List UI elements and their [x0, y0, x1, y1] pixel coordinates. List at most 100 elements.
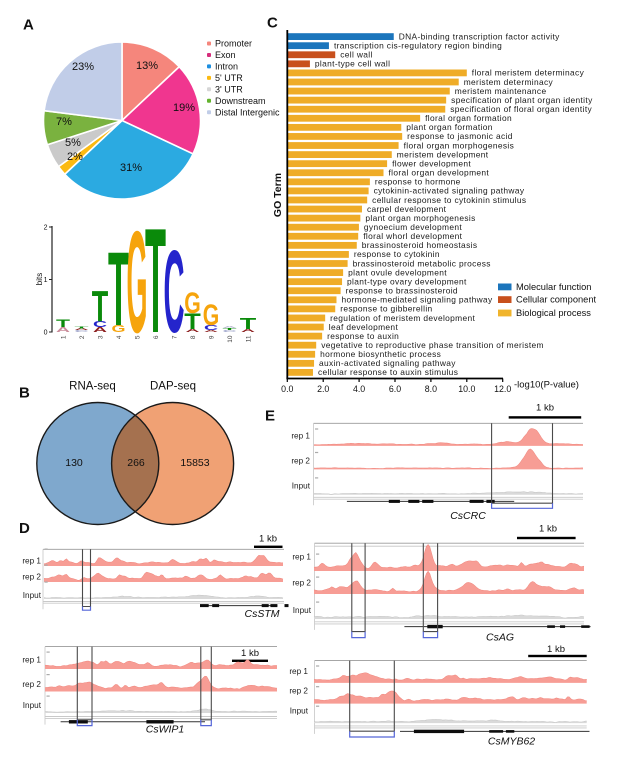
svg-text:brassinosteroid homeostasis: brassinosteroid homeostasis	[362, 240, 478, 250]
svg-text:meristem maintenance: meristem maintenance	[455, 86, 547, 96]
svg-text:specification of plant organ i: specification of plant organ identity	[451, 95, 593, 105]
svg-text:gynoecium development: gynoecium development	[364, 222, 462, 232]
svg-text:2.0: 2.0	[317, 384, 329, 394]
svg-text:C: C	[93, 320, 107, 330]
svg-text:rep 1: rep 1	[22, 557, 41, 566]
svg-text:12.0: 12.0	[494, 384, 511, 394]
svg-text:C: C	[222, 329, 236, 333]
svg-text:T: T	[108, 232, 129, 348]
svg-text:4.0: 4.0	[353, 384, 365, 394]
svg-text:rep 1: rep 1	[291, 431, 310, 440]
svg-text:G: G	[203, 300, 219, 332]
svg-text:10: 10	[227, 335, 234, 343]
svg-text:A: A	[222, 326, 236, 328]
svg-text:rep 2: rep 2	[292, 578, 311, 587]
svg-text:A: A	[186, 328, 200, 333]
svg-text:31%: 31%	[120, 162, 142, 174]
svg-text:Exon: Exon	[215, 50, 236, 60]
svg-text:11: 11	[245, 335, 252, 342]
svg-text:response to gibberellin: response to gibberellin	[340, 304, 432, 314]
svg-text:7: 7	[171, 335, 178, 339]
svg-text:23%: 23%	[72, 61, 94, 73]
svg-text:9: 9	[208, 335, 215, 339]
svg-text:Downstream: Downstream	[215, 96, 266, 106]
svg-text:cytokinin-activated signaling: cytokinin-activated signaling pathway	[374, 186, 525, 196]
svg-text:D: D	[19, 520, 30, 537]
svg-text:A: A	[23, 17, 34, 34]
svg-text:plant organ formation: plant organ formation	[406, 122, 493, 132]
svg-text:carpel development: carpel development	[367, 204, 447, 214]
svg-text:bits: bits	[35, 273, 44, 285]
svg-text:plant-type cell wall: plant-type cell wall	[315, 59, 390, 69]
svg-text:floral whorl development: floral whorl development	[363, 231, 462, 241]
svg-text:A: A	[56, 326, 71, 334]
svg-text:meristem development: meristem development	[397, 149, 489, 159]
svg-text:G: G	[127, 203, 148, 364]
svg-text:plant ovule development: plant ovule development	[348, 267, 447, 277]
svg-text:cellular response to cytokinin: cellular response to cytokinin stimulus	[372, 195, 526, 205]
svg-text:1 kb: 1 kb	[259, 534, 277, 545]
svg-text:CsCRC: CsCRC	[450, 510, 486, 522]
svg-text:response to hormone: response to hormone	[375, 177, 461, 187]
svg-text:1 kb: 1 kb	[539, 524, 557, 535]
svg-text:Input: Input	[23, 591, 42, 600]
svg-text:A: A	[74, 328, 88, 330]
svg-text:T: T	[223, 327, 237, 330]
svg-text:19%: 19%	[173, 102, 195, 114]
svg-text:2%: 2%	[67, 151, 83, 163]
svg-text:2: 2	[79, 335, 86, 339]
svg-text:1: 1	[60, 335, 67, 339]
svg-text:plant organ morphogenesis: plant organ morphogenesis	[365, 213, 475, 223]
svg-text:15853: 15853	[180, 457, 209, 469]
svg-text:A: A	[204, 329, 218, 332]
svg-text:E: E	[265, 408, 275, 425]
svg-text:CsAG: CsAG	[486, 632, 514, 644]
svg-text:130: 130	[65, 457, 83, 469]
svg-text:rep 2: rep 2	[289, 687, 308, 696]
svg-text:1 kb: 1 kb	[547, 644, 565, 655]
svg-text:8.0: 8.0	[425, 384, 437, 394]
svg-text:A: A	[241, 328, 255, 333]
svg-text:floral organ morphogenesis: floral organ morphogenesis	[404, 140, 515, 150]
svg-text:DAP-seq: DAP-seq	[150, 381, 196, 393]
svg-text:3: 3	[97, 335, 104, 339]
svg-text:response to brassinosteroid: response to brassinosteroid	[346, 286, 458, 296]
svg-text:T: T	[56, 317, 70, 329]
svg-text:T: T	[75, 326, 89, 329]
svg-text:auxin-activated signaling path: auxin-activated signaling pathway	[319, 358, 456, 368]
svg-text:CsMYB62: CsMYB62	[488, 736, 535, 748]
svg-text:0.0: 0.0	[281, 384, 293, 394]
svg-text:rep 1: rep 1	[289, 667, 308, 676]
svg-text:floral organ formation: floral organ formation	[425, 113, 512, 123]
svg-text:13%: 13%	[136, 60, 158, 72]
svg-text:Input: Input	[292, 482, 311, 491]
svg-text:C: C	[267, 15, 278, 32]
svg-text:floral meristem determinacy: floral meristem determinacy	[472, 68, 585, 78]
svg-text:hormone biosynthetic process: hormone biosynthetic process	[320, 349, 441, 359]
svg-text:response to auxin: response to auxin	[327, 331, 399, 341]
svg-text:Intron: Intron	[215, 62, 238, 72]
svg-text:plant-type ovary development: plant-type ovary development	[347, 276, 467, 286]
svg-text:-log10(P-value): -log10(P-value)	[514, 380, 579, 391]
svg-text:cellular response to auxin sti: cellular response to auxin stimulus	[318, 367, 458, 377]
svg-text:vegetative to reproductive pha: vegetative to reproductive phase transit…	[321, 340, 544, 350]
svg-text:cell wall: cell wall	[340, 50, 372, 60]
svg-text:C: C	[163, 228, 184, 358]
svg-text:266: 266	[127, 457, 145, 469]
svg-text:1 kb: 1 kb	[241, 648, 259, 659]
svg-text:rep 2: rep 2	[22, 680, 41, 689]
svg-text:leaf development: leaf development	[329, 322, 399, 332]
svg-text:A: A	[93, 326, 108, 334]
svg-text:T: T	[92, 281, 108, 330]
svg-text:7%: 7%	[56, 116, 72, 128]
svg-text:1 kb: 1 kb	[536, 403, 554, 414]
svg-text:T: T	[184, 310, 201, 334]
svg-text:8: 8	[190, 335, 197, 339]
svg-text:brassinosteroid metabolic proc: brassinosteroid metabolic process	[353, 258, 491, 268]
svg-text:DNA-binding transcription fact: DNA-binding transcription factor activit…	[399, 31, 560, 41]
svg-text:regulation of meristem develop: regulation of meristem development	[330, 313, 475, 323]
svg-text:specification of floral organ: specification of floral organ identity	[450, 104, 592, 114]
svg-text:B: B	[19, 385, 30, 402]
svg-text:transcription cis-regulatory r: transcription cis-regulatory region bind…	[334, 40, 502, 50]
svg-text:floral organ development: floral organ development	[389, 168, 490, 178]
